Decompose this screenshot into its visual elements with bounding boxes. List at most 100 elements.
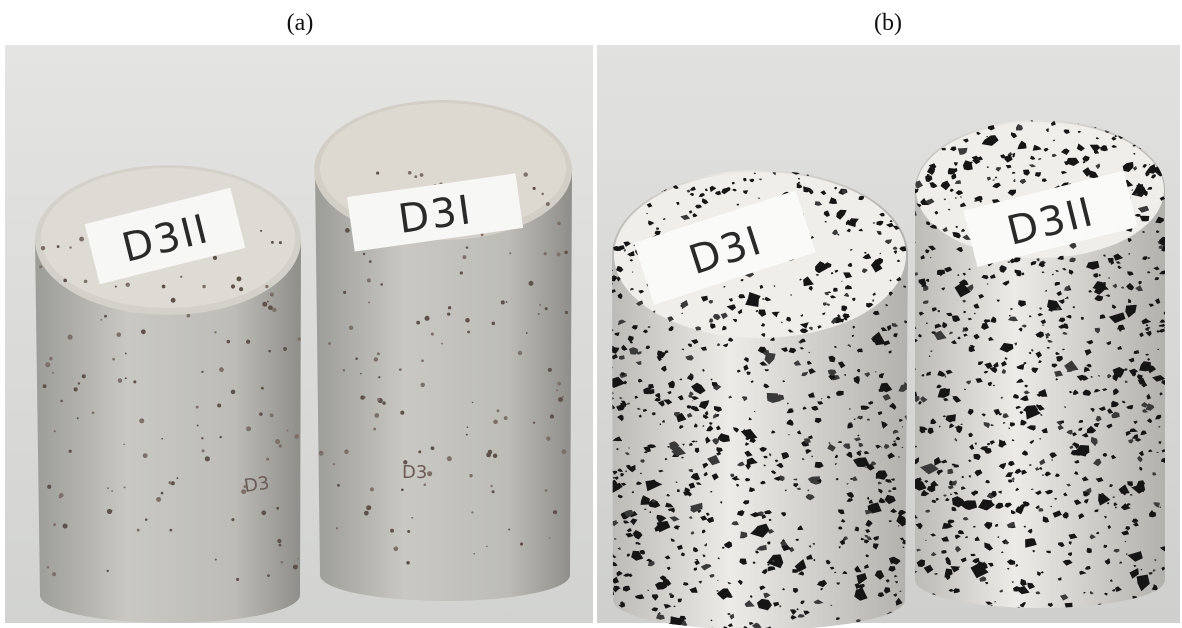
texture [328, 342, 331, 345]
texture [262, 302, 267, 307]
texture [297, 558, 299, 560]
panel-caption: (a) [287, 10, 314, 36]
texture [377, 352, 380, 355]
figure: (a) (b) D3II D3I D3 D3 D3I D3II [0, 0, 1182, 628]
texture [141, 329, 146, 334]
texture [509, 252, 511, 254]
texture [201, 371, 203, 373]
texture [197, 425, 199, 427]
texture [380, 283, 383, 286]
texture [213, 256, 217, 260]
texture [431, 332, 434, 335]
texture [541, 193, 544, 196]
texture [279, 241, 282, 244]
texture [557, 382, 561, 386]
texture [373, 428, 376, 431]
texture [550, 414, 554, 418]
texture [261, 387, 264, 390]
texture [259, 412, 263, 416]
texture [169, 529, 172, 532]
texture [420, 383, 424, 387]
texture [399, 368, 402, 371]
texture [267, 301, 269, 303]
texture [133, 380, 136, 383]
texture [137, 529, 140, 532]
texture [111, 490, 113, 492]
texture [376, 172, 379, 175]
texture [261, 510, 266, 515]
texture [43, 384, 47, 388]
texture [161, 438, 163, 440]
texture [57, 245, 60, 248]
texture [67, 335, 72, 340]
texture [100, 319, 102, 321]
texture [545, 489, 548, 492]
texture [231, 518, 234, 521]
texture [411, 517, 413, 519]
texture [414, 175, 417, 178]
texture [408, 171, 412, 175]
texture [465, 318, 469, 322]
texture [382, 401, 385, 404]
texture [63, 279, 67, 283]
texture [277, 539, 281, 543]
side-label: D3 [402, 462, 427, 483]
texture [367, 278, 371, 282]
texture [54, 430, 56, 432]
texture [421, 359, 424, 362]
texture [294, 434, 299, 439]
texture [368, 301, 370, 303]
texture [79, 237, 84, 242]
texture [227, 340, 230, 343]
texture [565, 311, 568, 314]
texture [481, 233, 484, 236]
side-label: D3 [243, 473, 271, 497]
texture [333, 463, 335, 465]
texture [529, 281, 534, 286]
texture [187, 314, 191, 318]
texture [39, 265, 42, 268]
texture [538, 313, 540, 315]
texture [143, 453, 148, 458]
texture [337, 484, 340, 487]
texture [370, 487, 374, 491]
texture [74, 387, 78, 391]
texture [447, 312, 450, 315]
texture [549, 537, 551, 539]
texture [293, 565, 298, 570]
texture [401, 488, 404, 491]
texture [501, 300, 505, 304]
texture [518, 351, 522, 355]
texture [533, 422, 535, 424]
texture [126, 283, 130, 287]
texture [561, 449, 566, 454]
texture [343, 291, 346, 294]
texture [425, 316, 430, 321]
texture [374, 413, 379, 418]
texture [59, 495, 62, 498]
texture [161, 492, 164, 495]
texture [52, 572, 56, 576]
texture [562, 396, 564, 398]
texture [630, 625, 634, 627]
texture [427, 471, 432, 476]
texture [524, 172, 528, 176]
texture [471, 511, 473, 513]
texture [237, 276, 242, 281]
texture [345, 228, 350, 233]
texture [202, 449, 205, 452]
texture [360, 373, 362, 375]
texture [106, 570, 108, 572]
texture [390, 529, 394, 533]
texture [374, 357, 378, 361]
texture [279, 444, 282, 447]
texture [363, 253, 365, 255]
texture [176, 477, 178, 479]
texture [667, 623, 674, 628]
texture [508, 529, 510, 531]
texture [275, 439, 280, 444]
texture [349, 326, 353, 330]
texture [1016, 271, 1021, 277]
texture [492, 490, 495, 493]
texture [156, 497, 161, 502]
